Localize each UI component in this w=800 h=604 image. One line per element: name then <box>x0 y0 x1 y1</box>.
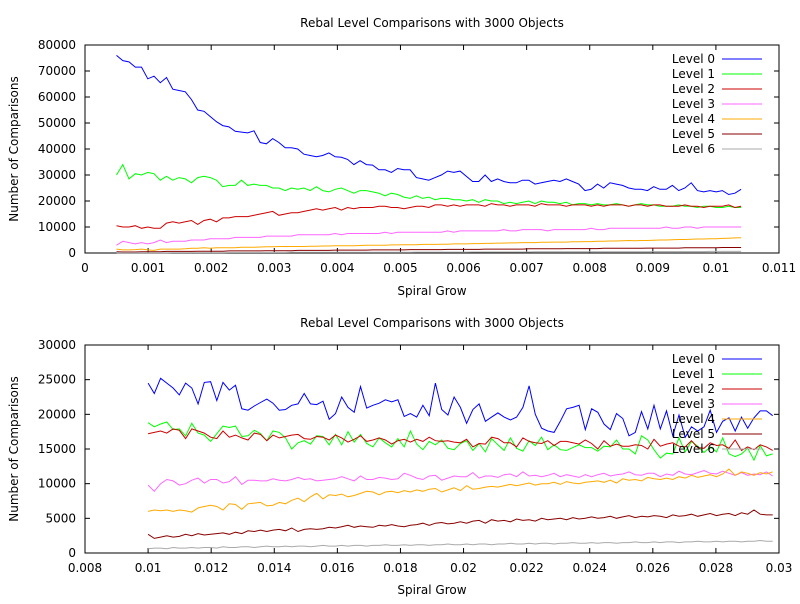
series-line-level-3 <box>116 226 742 246</box>
y-tick-label: 20000 <box>38 407 76 421</box>
legend-label: Level 4 <box>672 412 715 426</box>
legend-label: Level 5 <box>672 427 715 441</box>
y-axis-label: Number of Comparisons <box>7 76 21 222</box>
y-tick-label: 30000 <box>38 338 76 352</box>
x-tick-label: 0.005 <box>383 261 417 275</box>
x-tick-label: 0.003 <box>257 261 291 275</box>
x-axis-label: Spiral Grow <box>397 284 466 298</box>
y-tick-label: 10000 <box>38 220 76 234</box>
y-tick-label: 70000 <box>38 64 76 78</box>
chart-title: Rebal Level Comparisons with 3000 Object… <box>300 16 564 30</box>
x-tick-label: 0.024 <box>573 561 607 575</box>
x-tick-label: 0.022 <box>509 561 543 575</box>
x-tick-label: 0.03 <box>766 561 793 575</box>
x-tick-label: 0.004 <box>320 261 354 275</box>
series-line-level-5 <box>116 247 742 253</box>
series-line-level-1 <box>147 421 773 462</box>
y-tick-label: 80000 <box>38 38 76 52</box>
x-tick-label: 0.008 <box>573 261 607 275</box>
y-tick-label: 20000 <box>38 194 76 208</box>
legend-label: Level 1 <box>672 67 715 81</box>
x-tick-label: 0.007 <box>509 261 543 275</box>
x-tick-label: 0.006 <box>446 261 480 275</box>
x-axis-label: Spiral Grow <box>397 583 466 597</box>
y-tick-label: 0 <box>68 246 76 260</box>
series-line-level-0 <box>116 55 742 196</box>
y-tick-label: 50000 <box>38 116 76 130</box>
x-tick-label: 0.014 <box>257 561 291 575</box>
y-tick-label: 40000 <box>38 142 76 156</box>
x-tick-label: 0.011 <box>762 261 796 275</box>
series-line-level-0 <box>147 377 774 439</box>
y-tick-label: 25000 <box>38 373 76 387</box>
series-line-level-1 <box>116 163 742 209</box>
series-line-level-2 <box>147 428 773 452</box>
legend-label: Level 6 <box>672 142 715 156</box>
chart-title: Rebal Level Comparisons with 3000 Object… <box>300 316 564 330</box>
series-line-level-5 <box>147 509 773 539</box>
legend-label: Level 2 <box>672 382 715 396</box>
legend-label: Level 3 <box>672 397 715 411</box>
x-tick-label: 0.012 <box>194 561 228 575</box>
legend-label: Level 0 <box>672 52 715 66</box>
x-tick-label: 0.008 <box>68 561 102 575</box>
series-line-level-2 <box>116 203 742 229</box>
x-tick-label: 0.028 <box>699 561 733 575</box>
series-line-level-4 <box>147 468 773 513</box>
x-tick-label: 0.018 <box>383 561 417 575</box>
x-tick-label: 0.016 <box>320 561 354 575</box>
chart-2: Rebal Level Comparisons with 3000 Object… <box>7 316 792 597</box>
x-tick-label: 0.01 <box>703 261 730 275</box>
y-tick-label: 10000 <box>38 477 76 491</box>
y-tick-label: 0 <box>68 546 76 560</box>
series-line-level-3 <box>147 469 773 493</box>
legend-label: Level 4 <box>672 112 715 126</box>
x-tick-label: 0.02 <box>450 561 477 575</box>
legend-label: Level 1 <box>672 367 715 381</box>
x-tick-label: 0.01 <box>135 561 162 575</box>
x-tick-label: 0.002 <box>194 261 228 275</box>
legend-label: Level 6 <box>672 442 715 456</box>
series-line-level-4 <box>116 237 742 251</box>
y-axis-label: Number of Comparisons <box>7 376 21 522</box>
y-tick-label: 15000 <box>38 442 76 456</box>
legend-label: Level 2 <box>672 82 715 96</box>
legend-label: Level 5 <box>672 127 715 141</box>
y-tick-label: 5000 <box>45 511 76 525</box>
chart-1: Rebal Level Comparisons with 3000 Object… <box>7 16 796 298</box>
x-tick-label: 0.026 <box>636 561 670 575</box>
series-line-level-6 <box>148 539 773 550</box>
x-tick-label: 0.001 <box>131 261 165 275</box>
x-tick-label: 0.009 <box>636 261 670 275</box>
series-line-level-6 <box>116 250 742 254</box>
y-tick-label: 60000 <box>38 90 76 104</box>
y-tick-label: 30000 <box>38 168 76 182</box>
x-tick-label: 0 <box>81 261 89 275</box>
legend-label: Level 3 <box>672 97 715 111</box>
legend-label: Level 0 <box>672 352 715 366</box>
